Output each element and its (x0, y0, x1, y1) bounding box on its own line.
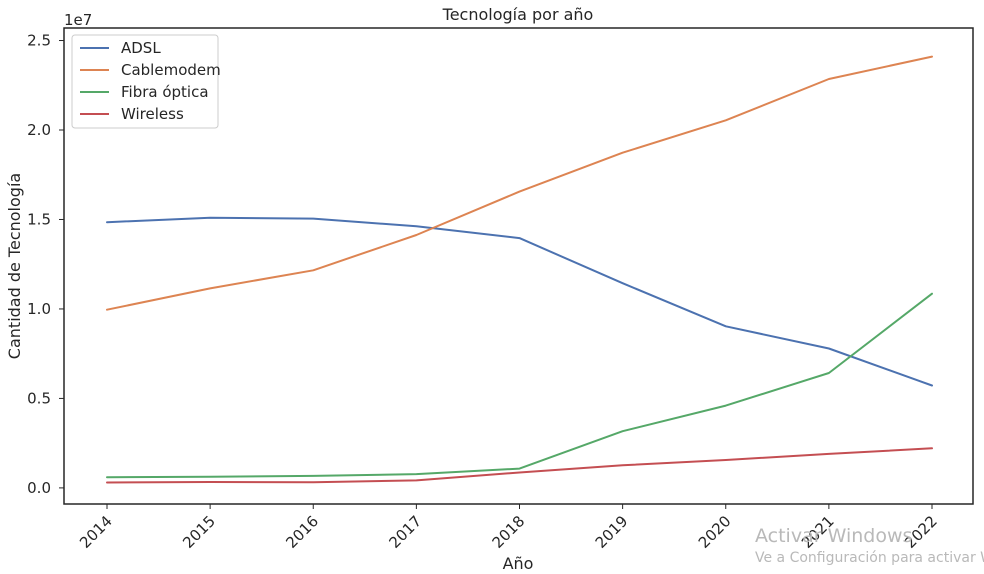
x-axis-title: Año (503, 554, 534, 573)
y-tick-label: 0.0 (27, 479, 51, 497)
y-axis-offset-label: 1e7 (64, 11, 92, 29)
x-tick-label: 2019 (592, 512, 632, 552)
x-tick-label: 2018 (489, 512, 529, 552)
series-line-wireless (106, 447, 933, 484)
legend-label: Cablemodem (121, 61, 221, 79)
y-axis-title: Cantidad de Tecnología (5, 173, 24, 359)
series-lines (106, 55, 933, 484)
x-tick-label: 2015 (179, 512, 219, 552)
windows-activation-title: Activar Windows (755, 525, 913, 547)
x-tick-label: 2020 (695, 512, 735, 552)
y-tick-label: 2.0 (27, 121, 51, 139)
x-tick-label: 2016 (282, 512, 322, 552)
legend-label: Wireless (121, 105, 184, 123)
y-tick-label: 0.5 (27, 389, 51, 407)
windows-activation-subtitle: Ve a Configuración para activar Windows. (755, 550, 984, 566)
y-tick-label: 1.5 (27, 210, 51, 228)
plot-area-frame (63, 27, 974, 505)
legend-box (71, 34, 219, 129)
x-tick-label: 2014 (76, 512, 116, 552)
y-tick-label: 1.0 (27, 300, 51, 318)
legend-label: ADSL (121, 39, 161, 57)
legend: ADSL Cablemodem Fibra óptica Wireless (71, 34, 221, 129)
chart-title: Tecnología por año (442, 5, 594, 24)
y-axis-ticks: 0.0 0.5 1.0 1.5 2.0 2.5 (27, 32, 64, 497)
series-line-adsl (106, 216, 933, 387)
series-line-cablemodem (106, 55, 933, 311)
legend-label: Fibra óptica (121, 83, 209, 101)
x-tick-label: 2017 (385, 512, 425, 552)
y-tick-label: 2.5 (27, 32, 51, 50)
series-line-fibra-ptica (106, 292, 933, 479)
